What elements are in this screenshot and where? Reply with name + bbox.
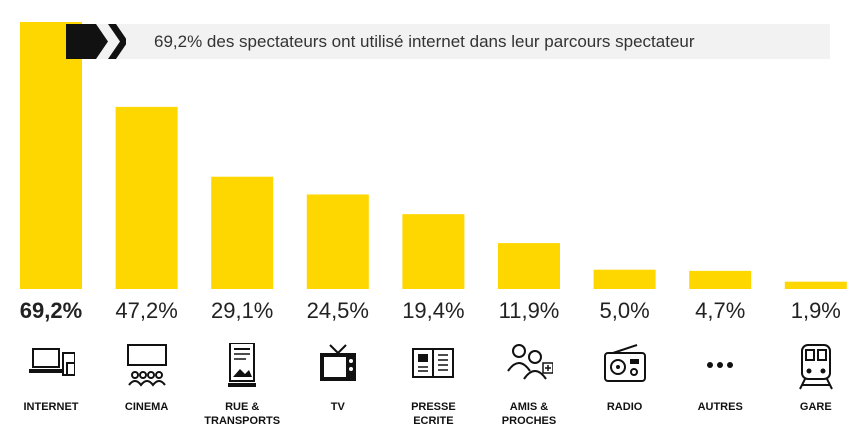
value-label-1: 47,2%: [115, 298, 178, 323]
value-label-7: 4,7%: [695, 298, 746, 323]
tv-icon: [291, 343, 385, 391]
category-label-0: INTERNET: [23, 401, 79, 413]
radio-icon: [578, 343, 672, 391]
bar-2: [211, 176, 274, 289]
bar-3: [306, 194, 369, 289]
headline-banner: 69,2% des spectateurs ont utilisé intern…: [66, 24, 830, 59]
chevron-arrows-icon: [66, 24, 126, 59]
bar-1: [115, 106, 178, 289]
value-label-4: 19,4%: [402, 298, 465, 323]
billboard-icon: [195, 343, 289, 391]
newspaper-icon: [386, 343, 480, 391]
bar-6: [593, 269, 656, 289]
value-label-5: 11,9%: [498, 298, 560, 323]
value-label-2: 29,1%: [210, 298, 274, 323]
category-label-7: AUTRES: [697, 401, 743, 413]
value-label-8: 1,9%: [790, 298, 841, 323]
bar-0: [20, 22, 82, 289]
dots-icon: [673, 343, 767, 391]
category-label-5: AMIS & PROCHES: [501, 401, 557, 427]
bar-7: [689, 270, 752, 289]
train-icon: [769, 343, 850, 391]
category-label-3: TV: [330, 401, 345, 413]
bar-5: [498, 243, 560, 289]
bar-4: [402, 214, 465, 289]
category-label-2: RUE & TRANSPORTS: [204, 401, 281, 427]
category-label-4: PRESSE ECRITE: [411, 401, 456, 427]
cinema-screen-icon: [100, 343, 194, 391]
value-label-0: 69,2%: [19, 298, 83, 323]
bar-8: [784, 281, 847, 289]
people-icon: [482, 343, 576, 391]
headline-text: 69,2% des spectateurs ont utilisé intern…: [154, 32, 695, 51]
category-label-6: RADIO: [606, 401, 643, 413]
devices-icon: [4, 343, 98, 391]
value-label-6: 5,0%: [599, 298, 650, 323]
value-label-3: 24,5%: [306, 298, 369, 323]
category-label-8: GARE: [799, 401, 832, 413]
category-label-1: CINEMA: [124, 401, 169, 413]
